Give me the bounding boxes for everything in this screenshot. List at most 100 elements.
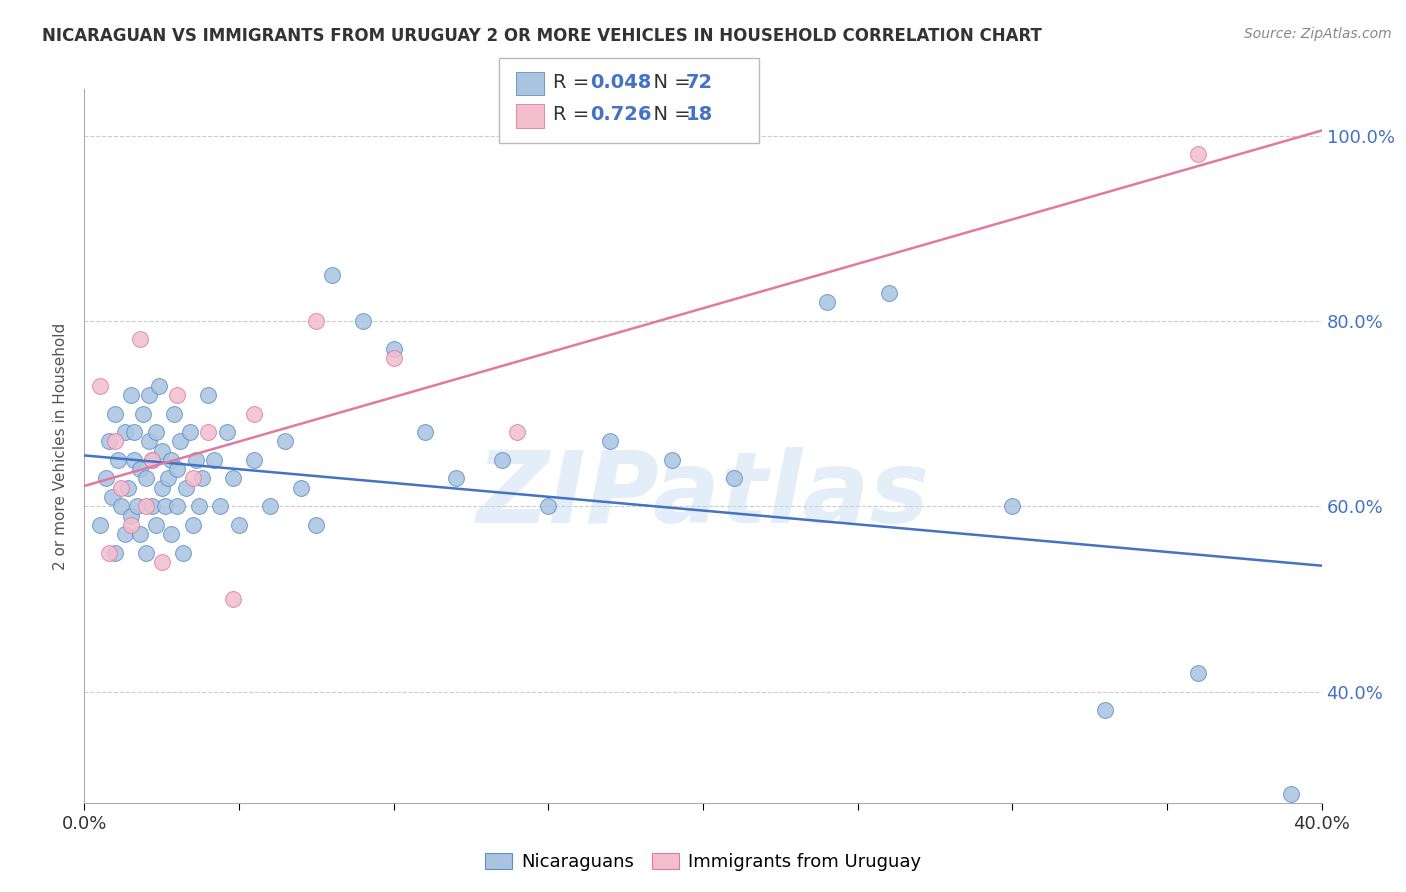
Point: [138, 388, 160, 402]
Point: [141, 453, 163, 467]
Point: [321, 268, 343, 282]
Point: [132, 407, 155, 421]
Point: [1094, 703, 1116, 717]
Point: [135, 471, 157, 485]
Point: [120, 508, 142, 523]
Point: [141, 453, 163, 467]
Text: N =: N =: [641, 104, 697, 124]
Point: [172, 545, 194, 559]
Text: Source: ZipAtlas.com: Source: ZipAtlas.com: [1244, 27, 1392, 41]
Point: [150, 443, 173, 458]
Point: [537, 500, 560, 514]
Point: [114, 425, 136, 439]
Point: [107, 453, 129, 467]
Point: [94, 471, 117, 485]
Text: ZIPatlas: ZIPatlas: [477, 448, 929, 544]
Point: [877, 286, 900, 301]
Point: [209, 500, 232, 514]
Point: [110, 500, 132, 514]
Point: [215, 425, 238, 439]
Point: [243, 407, 266, 421]
Point: [160, 453, 183, 467]
Point: [117, 481, 139, 495]
Point: [222, 471, 245, 485]
Point: [169, 434, 191, 449]
Point: [179, 425, 201, 439]
Point: [181, 471, 204, 485]
Point: [197, 425, 219, 439]
Point: [141, 500, 163, 514]
Point: [259, 500, 281, 514]
Point: [352, 314, 374, 328]
Point: [305, 314, 328, 328]
Point: [413, 425, 436, 439]
Text: NICARAGUAN VS IMMIGRANTS FROM URUGUAY 2 OR MORE VEHICLES IN HOUSEHOLD CORRELATIO: NICARAGUAN VS IMMIGRANTS FROM URUGUAY 2 …: [42, 27, 1042, 45]
Text: 0.048: 0.048: [591, 72, 652, 92]
Point: [156, 471, 179, 485]
Point: [150, 555, 173, 569]
Point: [187, 500, 209, 514]
Text: 0.726: 0.726: [591, 104, 652, 124]
Point: [98, 434, 121, 449]
Point: [110, 481, 132, 495]
Text: N =: N =: [641, 72, 697, 92]
Point: [1187, 666, 1209, 681]
Point: [98, 545, 121, 559]
Point: [491, 453, 513, 467]
Point: [129, 333, 152, 347]
Point: [163, 407, 186, 421]
Point: [1279, 787, 1302, 801]
Point: [138, 434, 160, 449]
Point: [145, 517, 167, 532]
Point: [176, 481, 198, 495]
Point: [506, 425, 529, 439]
Text: R =: R =: [553, 72, 595, 92]
Point: [222, 591, 245, 606]
Point: [101, 490, 124, 504]
Point: [181, 517, 204, 532]
Point: [150, 481, 173, 495]
Point: [114, 527, 136, 541]
Point: [122, 453, 145, 467]
Point: [305, 517, 328, 532]
Point: [382, 342, 405, 356]
Text: 18: 18: [686, 104, 713, 124]
Point: [122, 425, 145, 439]
Point: [153, 500, 176, 514]
Point: [228, 517, 250, 532]
Point: [135, 500, 157, 514]
Point: [89, 378, 111, 392]
Point: [197, 388, 219, 402]
Point: [104, 545, 127, 559]
Point: [184, 453, 207, 467]
Point: [815, 295, 838, 310]
Point: [125, 500, 148, 514]
Point: [129, 462, 152, 476]
Point: [145, 425, 167, 439]
Point: [166, 462, 188, 476]
Point: [160, 527, 183, 541]
Point: [148, 378, 170, 392]
Point: [444, 471, 467, 485]
Point: [120, 517, 142, 532]
Point: [202, 453, 225, 467]
Text: 72: 72: [686, 72, 713, 92]
Point: [129, 527, 152, 541]
Point: [135, 545, 157, 559]
Point: [166, 500, 188, 514]
Point: [243, 453, 266, 467]
Point: [599, 434, 621, 449]
Point: [1187, 147, 1209, 161]
Point: [89, 517, 111, 532]
Point: [104, 407, 127, 421]
Point: [661, 453, 683, 467]
Point: [382, 351, 405, 365]
Point: [274, 434, 297, 449]
Point: [120, 388, 142, 402]
Point: [191, 471, 214, 485]
Point: [290, 481, 312, 495]
Y-axis label: 2 or more Vehicles in Household: 2 or more Vehicles in Household: [53, 322, 69, 570]
Point: [166, 388, 188, 402]
Point: [1001, 500, 1024, 514]
Point: [104, 434, 127, 449]
